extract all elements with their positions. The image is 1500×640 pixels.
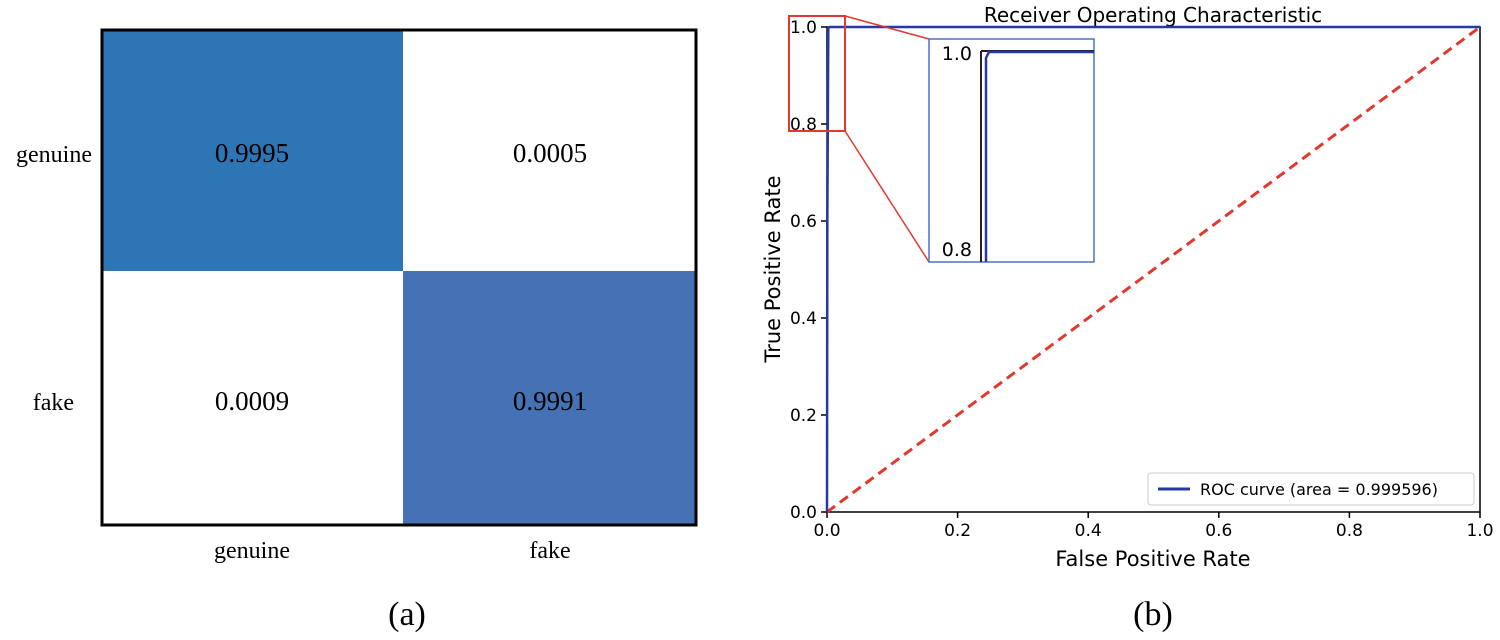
roc-y-tick-label: 0.2 xyxy=(790,406,817,426)
roc-x-ticks: 0.0 0.2 0.4 0.6 0.8 1.0 xyxy=(813,512,1494,541)
roc-x-tick-label: 0.2 xyxy=(944,521,971,541)
roc-legend: ROC curve (area = 0.999596) xyxy=(1147,472,1475,506)
cm-value-1-1: 0.9991 xyxy=(513,386,587,416)
roc-y-tick-label: 1.0 xyxy=(790,18,817,38)
panel-label-a: (a) xyxy=(388,596,426,633)
cm-value-0-0: 0.9995 xyxy=(215,138,289,168)
cm-col-label-1: fake xyxy=(529,538,570,564)
cm-col-label-0: genuine xyxy=(214,538,290,564)
cm-cell-1-0 xyxy=(102,271,403,525)
cm-border xyxy=(100,28,698,527)
cm-value-1-0: 0.0009 xyxy=(215,386,289,416)
roc-y-ticks: 0.00.20.40.60.81.0 xyxy=(790,18,827,523)
roc-chance-diagonal xyxy=(826,25,1481,514)
roc-inset-ytick-bottom: 0.8 xyxy=(942,239,972,261)
cm-row-label-0: genuine xyxy=(16,142,92,168)
roc-x-tick-label: 0.0 xyxy=(813,521,840,541)
roc-legend-box xyxy=(1147,472,1475,506)
cm-row-label-1: fake xyxy=(33,390,74,416)
cm-cell-1-1 xyxy=(403,271,696,525)
roc-x-axis-label: False Positive Rate xyxy=(1055,547,1250,571)
roc-zoom-connector-top xyxy=(844,15,930,40)
roc-legend-label: ROC curve (area = 0.999596) xyxy=(1200,480,1438,499)
roc-y-tick-label: 0.6 xyxy=(790,212,817,232)
cm-value-0-1: 0.0005 xyxy=(513,138,587,168)
roc-inset: 1.0 0.8 xyxy=(928,38,1095,263)
roc-chart: Receiver Operating Characteristic 0.0 0.2… xyxy=(761,3,1494,633)
cm-cell-0-0 xyxy=(102,30,403,271)
roc-x-tick-label: 0.4 xyxy=(1075,521,1102,541)
cm-cell-0-1 xyxy=(403,30,696,271)
roc-x-tick-label: 1.0 xyxy=(1466,521,1493,541)
confusion-matrix: 0.9995 0.0005 0.0009 0.9991 genuine fake… xyxy=(16,28,698,633)
roc-inset-frame xyxy=(928,38,1095,263)
panel-label-b: (b) xyxy=(1133,596,1173,633)
roc-y-tick-label: 0.4 xyxy=(790,309,817,329)
roc-zoom-connector-bottom xyxy=(844,130,930,263)
roc-inset-curve xyxy=(984,50,1094,262)
roc-y-tick-label: 0.0 xyxy=(790,503,817,523)
roc-x-tick-label: 0.8 xyxy=(1336,521,1363,541)
roc-title: Receiver Operating Characteristic xyxy=(984,3,1322,27)
roc-x-tick-label: 0.6 xyxy=(1205,521,1232,541)
roc-inset-ytick-top: 1.0 xyxy=(942,43,972,65)
roc-zoom-region xyxy=(788,15,846,132)
roc-curve-line xyxy=(825,25,1480,513)
roc-y-axis-label: True Positive Rate xyxy=(761,175,785,363)
